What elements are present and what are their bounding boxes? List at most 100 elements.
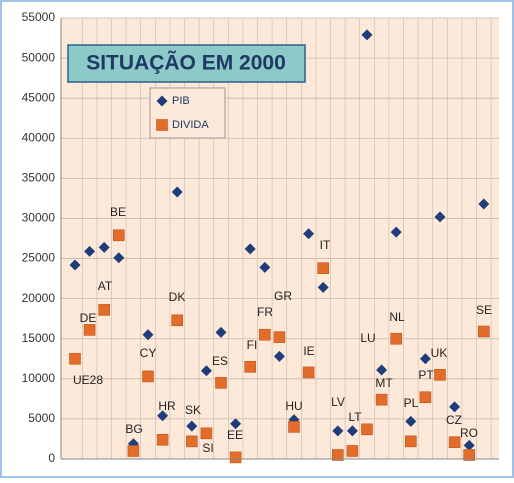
diamond-marker xyxy=(419,353,431,365)
diamond-marker xyxy=(449,401,461,413)
square-marker xyxy=(171,314,183,327)
category-label: BE xyxy=(110,205,126,219)
diamond-marker xyxy=(317,281,329,293)
square-marker xyxy=(317,262,330,274)
category-label: CZ xyxy=(446,413,462,427)
square-marker xyxy=(156,433,169,446)
category-label: HR xyxy=(158,399,176,413)
square-marker xyxy=(375,393,388,406)
square-marker xyxy=(448,436,461,448)
square-marker xyxy=(215,377,227,389)
square-marker xyxy=(390,332,403,345)
category-label: UK xyxy=(431,346,448,360)
title-box xyxy=(67,44,306,83)
square-marker xyxy=(288,421,300,433)
diamond-marker xyxy=(215,326,227,338)
square-marker xyxy=(434,369,446,381)
category-label: BG xyxy=(125,422,142,436)
square-marker xyxy=(361,423,373,436)
square-marker xyxy=(346,445,359,457)
category-label: HU xyxy=(285,399,302,413)
y-tick-label: 40000 xyxy=(22,130,56,144)
category-label: UE28 xyxy=(73,373,103,387)
y-tick-label: 50000 xyxy=(22,50,56,64)
square-marker xyxy=(83,324,96,336)
category-label: PL xyxy=(404,396,419,410)
category-label: FR xyxy=(257,305,273,319)
diamond-marker xyxy=(346,425,358,437)
y-tick-label: 20000 xyxy=(22,291,56,305)
category-label: IE xyxy=(303,344,314,358)
diamond-marker xyxy=(273,350,285,362)
category-label: NL xyxy=(389,310,405,324)
category-label: CY xyxy=(140,346,157,360)
category-label: SI xyxy=(202,441,213,455)
diamond-marker xyxy=(405,415,417,427)
y-tick-label: 5000 xyxy=(28,411,55,425)
diamond-marker xyxy=(113,252,125,264)
diamond-marker xyxy=(142,329,154,341)
square-marker xyxy=(331,449,344,461)
chart-title: SITUAÇÃO EM 2000 xyxy=(86,52,286,75)
category-label: RO xyxy=(460,426,478,440)
y-tick-label: 55000 xyxy=(22,10,56,24)
diamond-marker xyxy=(98,241,110,253)
square-marker xyxy=(200,427,213,440)
category-label: PT xyxy=(418,368,434,382)
square-marker xyxy=(404,435,417,448)
category-label: MT xyxy=(375,376,393,390)
diamond-marker xyxy=(361,29,373,41)
diamond-marker xyxy=(303,228,315,240)
square-marker xyxy=(419,391,432,404)
square-marker xyxy=(142,370,154,383)
square-marker xyxy=(156,119,168,131)
square-marker xyxy=(186,435,198,448)
square-marker xyxy=(113,229,125,242)
category-label: GR xyxy=(274,289,292,303)
diamond-marker xyxy=(230,418,242,430)
diamond-marker xyxy=(156,95,168,107)
y-tick-label: 15000 xyxy=(22,331,56,345)
square-marker xyxy=(302,366,315,379)
category-label: LV xyxy=(331,395,345,409)
square-marker xyxy=(477,325,490,338)
square-marker xyxy=(98,304,110,316)
diamond-marker xyxy=(332,425,344,437)
plot-area xyxy=(61,18,499,459)
category-label: LU xyxy=(360,331,375,345)
legend-label: PIB xyxy=(172,95,190,107)
category-label: IT xyxy=(320,238,331,252)
category-label: LT xyxy=(348,410,362,424)
diamond-marker xyxy=(200,365,212,377)
square-marker xyxy=(273,331,286,343)
diamond-marker xyxy=(259,261,271,273)
y-tick-label: 45000 xyxy=(22,90,56,104)
diamond-marker xyxy=(84,245,96,257)
category-label: DE xyxy=(80,311,97,325)
legend-items: PIB DIVIDA xyxy=(156,95,209,131)
square-marker xyxy=(463,449,476,461)
legend-label: DIVIDA xyxy=(172,119,209,131)
y-tick-label: 0 xyxy=(48,451,55,465)
diamond-marker xyxy=(69,259,81,271)
square-marker xyxy=(229,451,242,464)
category-label: AT xyxy=(98,279,113,293)
y-tick-label: 10000 xyxy=(22,371,56,385)
square-marker xyxy=(258,328,271,341)
category-label: SK xyxy=(185,403,201,417)
diamond-marker xyxy=(463,439,475,451)
diamond-marker xyxy=(171,186,183,198)
y-tick-label: 35000 xyxy=(22,171,56,185)
category-label: ES xyxy=(212,354,228,368)
square-marker xyxy=(69,352,81,365)
category-label: EE xyxy=(227,428,243,442)
y-tick-label: 25000 xyxy=(22,251,56,265)
square-marker xyxy=(244,360,256,373)
diamond-marker xyxy=(478,198,490,210)
category-label: SE xyxy=(476,303,492,317)
square-marker xyxy=(127,445,140,457)
category-label: FI xyxy=(247,338,258,352)
y-tick-label: 30000 xyxy=(22,211,56,225)
diamond-marker xyxy=(376,364,388,376)
